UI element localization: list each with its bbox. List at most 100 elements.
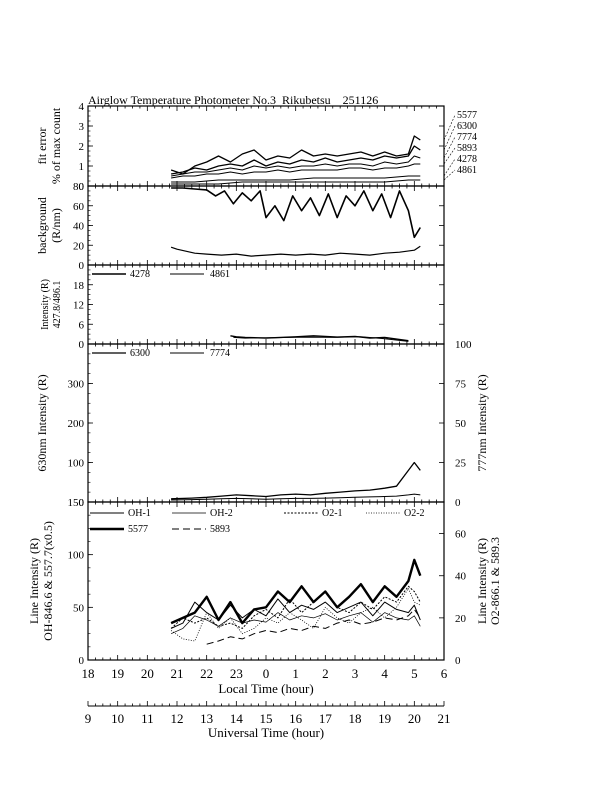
legend-label: 7774 bbox=[210, 348, 230, 359]
y-tick-label: 0 bbox=[79, 497, 85, 509]
series-line-5577 bbox=[170, 558, 422, 625]
legend-label: 6300 bbox=[130, 348, 150, 359]
y-axis-label: Line Intensity (R) bbox=[27, 538, 41, 624]
y-tick-label: 2 bbox=[79, 141, 85, 153]
y-tick-label: 100 bbox=[68, 550, 85, 562]
local-time-tick-label: 6 bbox=[441, 666, 448, 681]
local-time-tick-label: 0 bbox=[263, 666, 270, 681]
y-tick-label: 100 bbox=[68, 458, 85, 470]
local-time-tick-label: 21 bbox=[171, 666, 184, 681]
y-tick-label: 12 bbox=[73, 300, 84, 312]
y-axis-label: (R/nm) bbox=[49, 208, 63, 243]
y-right-axis-label: 777nm Intensity (R) bbox=[475, 374, 489, 471]
series-line-5893 bbox=[206, 608, 421, 645]
y-axis-label: % of max count bbox=[49, 107, 63, 184]
ut-tick-label: 12 bbox=[171, 711, 184, 726]
y-tick-label: 20 bbox=[73, 240, 85, 252]
y-tick-label: 0 bbox=[79, 655, 85, 667]
ut-tick-label: 20 bbox=[408, 711, 421, 726]
local-time-tick-label: 4 bbox=[381, 666, 388, 681]
panel-fit-error: 0 1 2 3 4 fit error% of max count 557763007774… bbox=[35, 101, 477, 193]
series-line-OH-1 bbox=[170, 598, 421, 629]
legend-label: 5893 bbox=[210, 524, 230, 535]
series-label: 7774 bbox=[457, 132, 477, 143]
series-line-background-high bbox=[171, 187, 421, 239]
y-right-tick-label: 0 bbox=[455, 497, 461, 509]
label-leader bbox=[443, 158, 456, 177]
y-tick-label: 4 bbox=[79, 101, 85, 113]
legend-label: OH-2 bbox=[210, 508, 233, 519]
series-line-5893 bbox=[171, 163, 421, 179]
label-leader bbox=[443, 147, 456, 165]
local-time-tick-label: 20 bbox=[141, 666, 154, 681]
series-line-7774 bbox=[171, 155, 421, 177]
series-line-4861 bbox=[171, 179, 421, 185]
y-tick-label: 0 bbox=[79, 339, 85, 351]
panel-frame bbox=[87, 343, 445, 503]
ut-tick-label: 19 bbox=[378, 711, 391, 726]
ut-tick-label: 16 bbox=[289, 711, 303, 726]
legend-label: 4861 bbox=[210, 269, 230, 280]
series-line-background-low bbox=[170, 245, 421, 257]
figure-title: Airglow Temperature Photometer No.3 Riku… bbox=[88, 93, 378, 107]
y-tick-label: 40 bbox=[73, 221, 85, 233]
ut-tick-label: 13 bbox=[200, 711, 213, 726]
series-line-4861 bbox=[233, 336, 409, 342]
legend-label: 4278 bbox=[130, 269, 150, 280]
local-time-tick-label: 22 bbox=[200, 666, 213, 681]
ut-tick-label: 9 bbox=[85, 711, 92, 726]
legend-label: O2-1 bbox=[322, 508, 343, 519]
y-axis-label: 427.8/486.1 bbox=[52, 281, 63, 329]
y-axis-label: 630nm Intensity (R) bbox=[35, 374, 49, 471]
y-tick-label: 60 bbox=[73, 201, 85, 213]
y-tick-label: 18 bbox=[73, 280, 85, 292]
local-time-tick-label: 5 bbox=[411, 666, 418, 681]
local-time-tick-label: 19 bbox=[111, 666, 124, 681]
series-label: 4861 bbox=[457, 165, 477, 176]
label-leader bbox=[443, 125, 456, 151]
y-axis-label: OH-846.6 & 557.7(x0.5) bbox=[41, 521, 55, 641]
y-right-tick-label: 20 bbox=[455, 613, 467, 625]
y-right-tick-label: 40 bbox=[455, 571, 467, 583]
y-right-tick-label: 100 bbox=[455, 339, 472, 351]
ut-tick-label: 17 bbox=[319, 711, 333, 726]
legend-label: OH-1 bbox=[128, 508, 151, 519]
series-line-4278 bbox=[171, 175, 421, 183]
y-tick-label: 80 bbox=[73, 181, 85, 193]
label-leader bbox=[443, 114, 456, 141]
y-right-axis-label: Line Intensity (R) bbox=[475, 538, 489, 624]
y-right-tick-label: 50 bbox=[455, 418, 467, 430]
y-right-tick-label: 25 bbox=[455, 458, 467, 470]
ut-tick-label: 15 bbox=[260, 711, 273, 726]
local-time-tick-label: 23 bbox=[230, 666, 243, 681]
ut-tick-label: 10 bbox=[111, 711, 124, 726]
y-tick-label: 50 bbox=[73, 602, 85, 614]
label-leader bbox=[443, 136, 456, 159]
ut-tick-label: 21 bbox=[438, 711, 451, 726]
series-line-OH-2 bbox=[170, 612, 421, 635]
local-time-tick-label: 3 bbox=[352, 666, 359, 681]
y-tick-label: 1 bbox=[79, 161, 85, 173]
ut-axis-label: Universal Time (hour) bbox=[208, 725, 324, 740]
local-time-axis-label: Local Time (hour) bbox=[218, 681, 313, 696]
y-axis-label: background bbox=[35, 197, 49, 254]
y-right-axis-label: O2-866.1 & 589.3 bbox=[488, 537, 502, 625]
y-right-tick-label: 75 bbox=[455, 379, 467, 391]
panel-frame bbox=[87, 105, 445, 187]
panel-630nm-777nm: 0 100 200 300 0 25 50 75 100 777nm Intensity (R) 6… bbox=[35, 339, 489, 509]
label-leader bbox=[443, 169, 456, 181]
legend-label: O2-2 bbox=[404, 508, 425, 519]
y-right-tick-label: 0 bbox=[455, 655, 461, 667]
series-label: 6300 bbox=[457, 121, 477, 132]
panel-intensity-427-486: 0 6 12 18 Intensity (R) 427.8/486.1 4278 4861 bbox=[40, 264, 445, 351]
legend-label: 5577 bbox=[128, 524, 148, 535]
y-tick-label: 0 bbox=[79, 181, 85, 193]
y-tick-label: 0 bbox=[79, 260, 85, 272]
panel-background: 0 20 40 60 80 background (R/nm) bbox=[35, 181, 445, 272]
y-tick-label: 6 bbox=[79, 319, 85, 331]
series-line-4278 bbox=[230, 335, 409, 342]
y-tick-label: 3 bbox=[79, 121, 85, 133]
y-axis-label: fit error bbox=[35, 128, 49, 165]
series-label: 5577 bbox=[457, 110, 477, 121]
